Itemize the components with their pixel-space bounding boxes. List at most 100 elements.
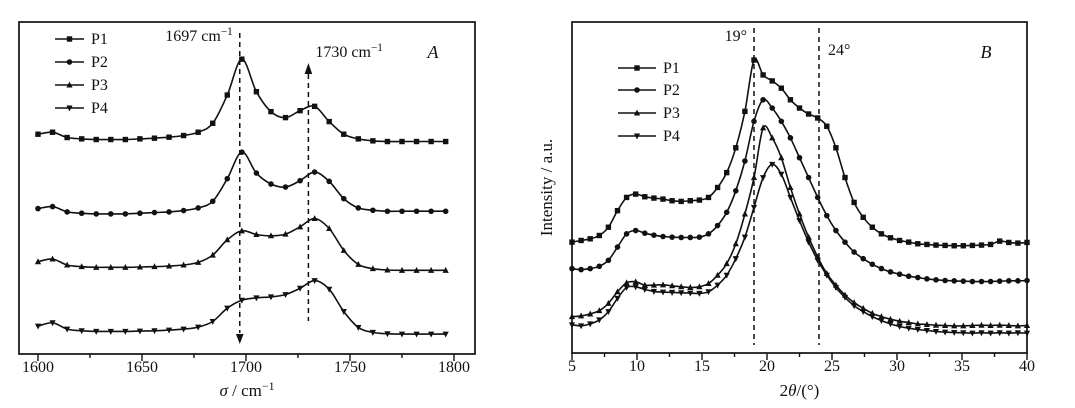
- triangle-down-marker: [760, 175, 767, 181]
- circle-marker: [78, 210, 85, 217]
- legend-label: P3: [91, 77, 108, 94]
- square-marker: [1015, 240, 1021, 246]
- circle-marker: [960, 278, 967, 284]
- square-marker: [370, 138, 376, 144]
- triangle-up-marker: [787, 184, 794, 190]
- square-marker: [596, 232, 602, 239]
- circle-marker: [634, 87, 640, 93]
- triangle-up-marker: [978, 321, 985, 328]
- x-tick-label: 35: [954, 358, 970, 375]
- circle-marker: [842, 239, 848, 245]
- circle-marker: [399, 208, 405, 215]
- triangle-up-marker: [209, 251, 216, 258]
- square-marker: [733, 145, 739, 151]
- square-marker: [851, 199, 857, 206]
- square-marker: [660, 196, 666, 202]
- triangle-up-marker: [769, 134, 776, 141]
- legend-item-P2: P2: [55, 54, 108, 71]
- triangle-up-marker: [340, 247, 347, 253]
- square-marker: [960, 243, 966, 249]
- triangle-up-marker: [282, 230, 289, 237]
- series-P4: [568, 161, 1031, 337]
- triangle-up-marker: [49, 255, 56, 262]
- annotation-label: 1730 cm−1: [315, 42, 382, 61]
- triangle-down-marker: [165, 327, 173, 334]
- legend-label: P1: [663, 60, 680, 77]
- circle-marker: [35, 205, 41, 212]
- arrow-up-head: [304, 63, 313, 74]
- triangle-up-marker: [596, 307, 603, 314]
- triangle-up-marker: [705, 280, 712, 286]
- triangle-up-marker: [78, 263, 85, 270]
- square-marker: [896, 237, 903, 244]
- square-marker: [341, 131, 347, 137]
- triangle-down-marker: [238, 297, 245, 304]
- panel-a: 1600 1650 1700 1750 1800 σ / cm−1 1697 cm−1 173…: [0, 0, 537, 408]
- triangle-up-marker: [887, 315, 894, 322]
- x-axis-ticks: [571, 353, 1028, 360]
- triangle-down-marker: [122, 328, 129, 335]
- triangle-down-marker: [750, 204, 758, 211]
- square-marker: [634, 65, 640, 71]
- triangle-down-marker: [987, 330, 994, 337]
- triangle-down-marker: [587, 321, 594, 328]
- circle-marker: [311, 169, 318, 175]
- circle-marker: [696, 234, 703, 240]
- triangle-down-marker: [614, 295, 621, 302]
- circle-marker: [869, 261, 876, 268]
- triangle-up-marker: [136, 263, 144, 270]
- x-tick-label: 30: [889, 358, 905, 375]
- circle-marker: [924, 276, 930, 282]
- square-marker: [969, 242, 976, 249]
- square-marker: [642, 194, 648, 200]
- triangle-down-marker: [769, 161, 776, 168]
- series-line-P2: [37, 151, 446, 215]
- square-marker: [108, 136, 114, 143]
- triangle-up-marker: [960, 322, 967, 329]
- square-marker: [137, 136, 143, 142]
- triangle-down-marker: [49, 320, 56, 327]
- circle-marker: [239, 149, 245, 155]
- square-marker: [842, 174, 848, 181]
- x-axis-title: σ / cm−1: [219, 379, 274, 400]
- triangle-down-marker: [832, 284, 839, 291]
- circle-marker: [742, 158, 748, 164]
- triangle-down-marker: [369, 329, 376, 336]
- series-line-P3: [37, 217, 446, 272]
- square-marker: [66, 36, 73, 42]
- square-marker: [833, 145, 839, 151]
- triangle-up-marker: [1014, 322, 1021, 329]
- square-marker: [413, 138, 420, 145]
- series-P2: [569, 96, 1030, 285]
- triangle-up-marker: [195, 258, 202, 265]
- triangle-up-marker: [760, 124, 767, 131]
- square-marker: [1006, 239, 1012, 246]
- triangle-down-marker: [923, 327, 930, 334]
- square-marker: [924, 241, 930, 248]
- circle-marker: [93, 211, 100, 217]
- triangle-down-marker: [869, 314, 876, 320]
- triangle-up-marker: [413, 266, 420, 273]
- legend-item-P3: P3: [618, 105, 680, 122]
- triangle-down-marker: [355, 324, 362, 331]
- series-P1: [35, 56, 449, 145]
- triangle-up-marker: [723, 260, 730, 267]
- triangle-down-marker: [969, 330, 976, 337]
- square-marker: [569, 239, 575, 245]
- x-tick-label: 1600: [22, 359, 54, 376]
- circle-marker: [805, 174, 812, 181]
- triangle-down-marker: [914, 326, 921, 333]
- square-marker: [878, 231, 885, 237]
- circle-marker: [384, 208, 391, 215]
- x-axis-title: 2θ/(°): [780, 381, 820, 400]
- circle-marker: [796, 154, 803, 161]
- circle-marker: [833, 227, 839, 234]
- circle-marker: [642, 230, 648, 236]
- square-marker: [869, 224, 875, 230]
- triangle-up-marker: [93, 263, 100, 270]
- square-marker: [714, 184, 721, 191]
- x-tick-label: 15: [694, 358, 710, 375]
- triangle-up-marker: [669, 282, 676, 289]
- triangle-up-marker: [633, 109, 641, 116]
- triangle-up-marker: [914, 320, 921, 327]
